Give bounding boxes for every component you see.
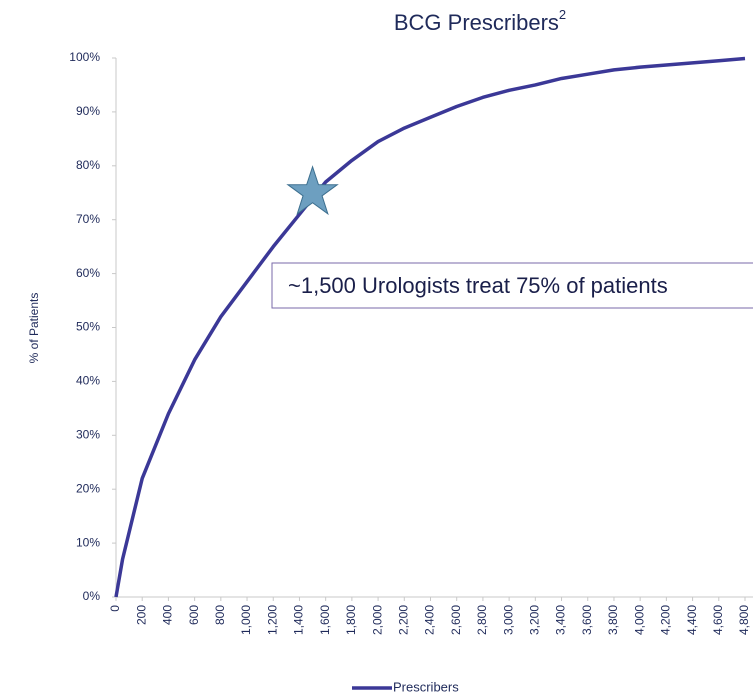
legend-label: Prescribers xyxy=(393,679,459,694)
y-tick-label: 30% xyxy=(76,427,100,441)
x-tick-label: 400 xyxy=(161,605,175,625)
y-axis-label: % of Patients xyxy=(27,293,41,364)
highlight-star xyxy=(286,165,339,216)
x-tick-label: 600 xyxy=(187,605,201,625)
y-tick-label: 10% xyxy=(76,535,100,549)
x-tick-label: 3,600 xyxy=(580,605,594,635)
x-tick-label: 4,000 xyxy=(632,605,646,635)
x-tick-label: 1,000 xyxy=(239,605,253,635)
x-tick-label: 1,600 xyxy=(318,605,332,635)
title-text: BCG Prescribers xyxy=(394,10,559,35)
x-tick-label: 200 xyxy=(134,605,148,625)
x-tick-label: 2,600 xyxy=(449,605,463,635)
x-tick-label: 1,200 xyxy=(265,605,279,635)
chart-title: BCG Prescribers2 xyxy=(394,7,566,34)
x-tick-label: 800 xyxy=(213,605,227,625)
y-tick-label: 40% xyxy=(76,374,100,388)
annotation-text: ~1,500 Urologists treat 75% of patients xyxy=(288,273,668,298)
annotation-box xyxy=(271,262,753,309)
series-line xyxy=(114,56,746,598)
y-tick-label: 60% xyxy=(76,266,100,280)
y-tick-label: 50% xyxy=(76,320,100,334)
x-tick-label: 2,400 xyxy=(423,605,437,635)
x-tick-label: 3,800 xyxy=(606,605,620,635)
x-tick-label: 3,000 xyxy=(501,605,515,635)
x-tick-label: 3,200 xyxy=(528,605,542,635)
x-tick-label: 2,200 xyxy=(396,605,410,635)
y-tick-label: 100% xyxy=(69,50,100,64)
x-tick-label: 2,000 xyxy=(370,605,384,635)
x-tick-label: 4,600 xyxy=(711,605,725,635)
y-tick-label: 80% xyxy=(76,158,100,172)
x-tick-label: 3,400 xyxy=(554,605,568,635)
x-tick-label: 4,800 xyxy=(737,605,751,635)
y-tick-label: 20% xyxy=(76,481,100,495)
x-tick-label: 1,800 xyxy=(344,605,358,635)
x-tick-label: 1,400 xyxy=(292,605,306,635)
x-tick-label: 0 xyxy=(108,605,122,612)
x-tick-label: 4,200 xyxy=(659,605,673,635)
y-tick-label: 70% xyxy=(76,212,100,226)
y-tick-label: 0% xyxy=(83,589,101,603)
y-tick-label: 90% xyxy=(76,104,100,118)
title-superscript: 2 xyxy=(559,7,566,22)
x-tick-label: 2,800 xyxy=(475,605,489,635)
x-tick-label: 4,400 xyxy=(685,605,699,635)
